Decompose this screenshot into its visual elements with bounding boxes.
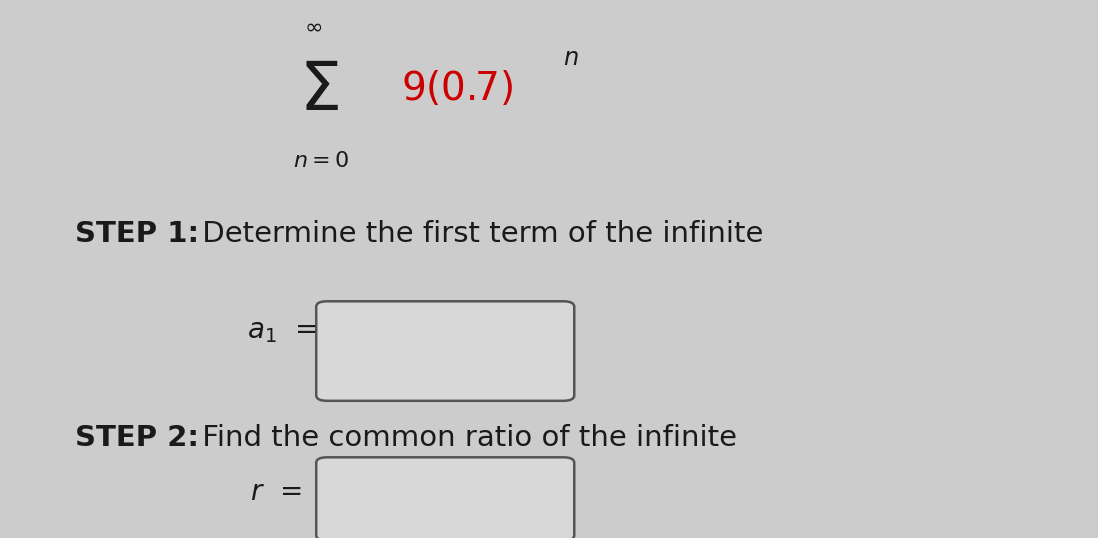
Text: $a_1$  =: $a_1$ =: [247, 317, 317, 345]
Text: Determine the first term of the infinite: Determine the first term of the infinite: [193, 220, 763, 248]
Text: $n = 0$: $n = 0$: [293, 151, 349, 172]
Text: $\Sigma$: $\Sigma$: [299, 59, 338, 124]
Text: STEP 2:: STEP 2:: [75, 424, 199, 452]
Text: $\infty$: $\infty$: [304, 17, 322, 37]
Text: $n$: $n$: [563, 46, 579, 69]
Text: Find the common ratio of the infinite: Find the common ratio of the infinite: [193, 424, 737, 452]
FancyBboxPatch shape: [316, 457, 574, 538]
Text: $9(0.7)$: $9(0.7)$: [401, 69, 513, 108]
FancyBboxPatch shape: [316, 301, 574, 401]
Text: $r$  =: $r$ =: [250, 478, 302, 506]
Text: STEP 1:: STEP 1:: [75, 220, 199, 248]
